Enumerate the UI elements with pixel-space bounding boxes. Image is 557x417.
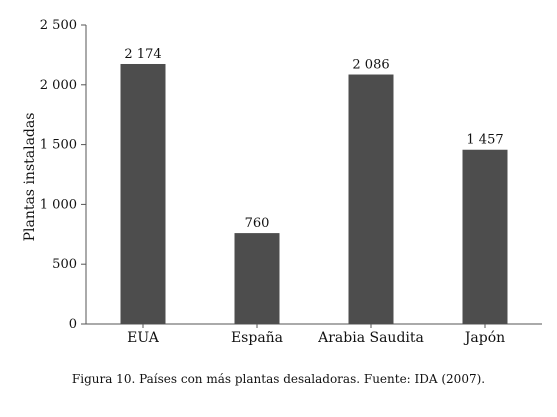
bar: [120, 63, 166, 325]
x-tick-label: Japón: [463, 330, 505, 346]
y-tick-label: 2 500: [40, 18, 77, 33]
y-axis-title: Plantas instaladas: [22, 113, 38, 242]
data-label: 1 457: [466, 133, 503, 148]
y-tick-label: 0: [69, 317, 77, 332]
data-label: 760: [245, 216, 270, 231]
bar: [234, 233, 280, 324]
data-label: 2 174: [124, 47, 161, 62]
x-tick-label: Arabia Saudita: [317, 330, 424, 346]
y-tick-label: 1 500: [40, 138, 77, 153]
x-axis: EUA España Arabia Saudita Japón: [86, 323, 542, 346]
bar-chart: Plantas instaladas 0 500 1 000 1 500 2 000 2 …: [22, 18, 542, 346]
bars-group: 2 174 760 2 086 1 457: [120, 47, 508, 325]
bar: [462, 149, 508, 324]
y-axis: 0 500 1 000 1 500 2 000 2 500: [40, 18, 87, 332]
x-tick-label: España: [231, 330, 283, 346]
data-label: 2 086: [352, 58, 389, 73]
y-tick-label: 2 000: [40, 78, 77, 93]
bar: [348, 74, 394, 324]
x-tick-label: EUA: [127, 330, 160, 346]
y-tick-label: 500: [52, 257, 77, 272]
y-tick-label: 1 000: [40, 197, 77, 212]
figure-caption: Figura 10. Países con más plantas desala…: [71, 372, 486, 386]
